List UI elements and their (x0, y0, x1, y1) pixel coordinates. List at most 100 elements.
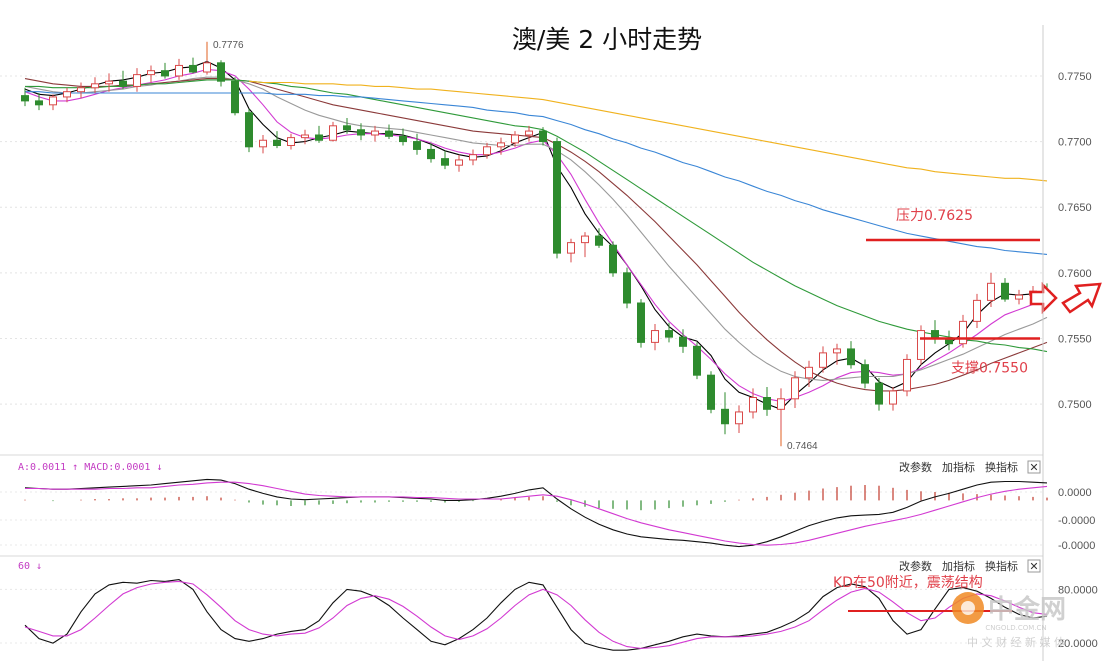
candle-body (609, 244, 617, 274)
watermark-brand: 中金网 (988, 594, 1066, 625)
candle-body (203, 62, 211, 73)
candle (385, 124, 393, 139)
candle-body (777, 398, 785, 410)
moving-average-line (24, 76, 1048, 381)
candle-body (511, 134, 519, 144)
moving-average-line (25, 91, 1048, 255)
candle-body (819, 352, 827, 368)
candle-body (987, 282, 995, 301)
kd-toolbar: 改参数 加指标 换指标 ✕ (899, 559, 1041, 573)
candle-body (455, 159, 463, 166)
resistance-label: 压力0.7625 (896, 208, 973, 224)
price-tick-label: 0.7750 (1058, 71, 1092, 83)
candle (651, 324, 659, 351)
candle-body (469, 154, 477, 161)
candle-body (749, 397, 757, 413)
candle (875, 377, 883, 411)
candle-body (217, 62, 225, 82)
kd-tick-label: 20.0000 (1058, 638, 1098, 650)
price-tick-label: 0.7650 (1058, 202, 1092, 214)
candle-body (483, 146, 491, 156)
price-axis: 0.7750 0.7700 0.7650 0.7600 0.7550 0.7500 (1058, 71, 1092, 411)
candle (231, 77, 239, 116)
candle-body (1015, 294, 1023, 300)
candle-body (301, 134, 309, 139)
candle (861, 359, 869, 389)
candle (553, 137, 561, 259)
toolbar-button[interactable]: 换指标 (985, 559, 1018, 573)
candle-body (595, 235, 603, 246)
candle-body (21, 95, 29, 102)
toolbar-button[interactable]: 改参数 (899, 559, 932, 573)
candle (1001, 278, 1009, 302)
candle (665, 322, 673, 343)
candle-body (917, 330, 925, 360)
macd-header: A:0.0011 ↑ MACD:0.0001 ↓ (18, 462, 163, 473)
candle (35, 93, 43, 111)
candle (623, 267, 631, 309)
chart-title: 澳/美 2 小时走势 (512, 25, 702, 54)
candle-body (539, 130, 547, 143)
candle-body (525, 130, 533, 136)
price-tick-label: 0.7700 (1058, 137, 1092, 149)
candle (595, 228, 603, 248)
candle (49, 94, 57, 111)
candle (259, 135, 267, 154)
candle (217, 60, 225, 87)
toolbar-button[interactable]: 换指标 (985, 460, 1018, 474)
candle-body (427, 148, 435, 160)
support-label: 支撑0.7550 (951, 360, 1028, 376)
candle (637, 299, 645, 348)
candle (455, 154, 463, 172)
candle (119, 70, 127, 90)
candle-body (959, 320, 967, 345)
candle (441, 150, 449, 170)
moving-average-lines (24, 60, 1048, 410)
candle (315, 125, 323, 143)
moving-average-line (24, 68, 1048, 402)
close-icon[interactable] (1027, 559, 1041, 573)
toolbar-button[interactable]: 改参数 (899, 460, 932, 474)
candle (329, 121, 337, 142)
watermark: 中金网 CNGOLD.COM.CN 中 文 财 经 新 媒 体 (952, 592, 1066, 649)
candle (77, 82, 85, 99)
candle (735, 405, 743, 433)
candle-body (973, 299, 981, 322)
candle (357, 123, 365, 141)
candle (721, 392, 729, 435)
candle-body (889, 390, 897, 405)
close-glyph: ✕ (1029, 560, 1038, 573)
candle (819, 346, 827, 373)
candle-body (133, 74, 141, 87)
candle-body (441, 158, 449, 166)
candle (91, 77, 99, 93)
main-grid (0, 75, 1043, 405)
kd-d-line (24, 580, 1048, 649)
close-icon[interactable] (1027, 460, 1041, 474)
toolbar-button[interactable]: 加指标 (942, 559, 975, 573)
candle (609, 241, 617, 277)
candle-body (35, 100, 43, 106)
candle-body (315, 134, 323, 141)
toolbar-button[interactable]: 加指标 (942, 460, 975, 474)
candle-body (833, 348, 841, 354)
moving-average-line (25, 79, 1048, 353)
candle (301, 129, 309, 145)
candle (973, 293, 981, 328)
candle-body (273, 139, 281, 146)
macd-axis: 0.0000 -0.0000 -0.0000 (1058, 487, 1095, 552)
candle-body (581, 235, 589, 244)
candle-body (329, 125, 337, 141)
candle (273, 131, 281, 149)
candle (581, 232, 589, 258)
candle-body (497, 142, 505, 148)
candle (399, 128, 407, 146)
candle-body (623, 272, 631, 304)
candle-body (847, 348, 855, 366)
macd-lines (24, 478, 1048, 548)
low-price-label: 0.7464 (787, 441, 818, 452)
macd-dif-line (24, 478, 1048, 548)
moving-average-line (248, 80, 1048, 182)
close-glyph: ✕ (1029, 461, 1038, 474)
